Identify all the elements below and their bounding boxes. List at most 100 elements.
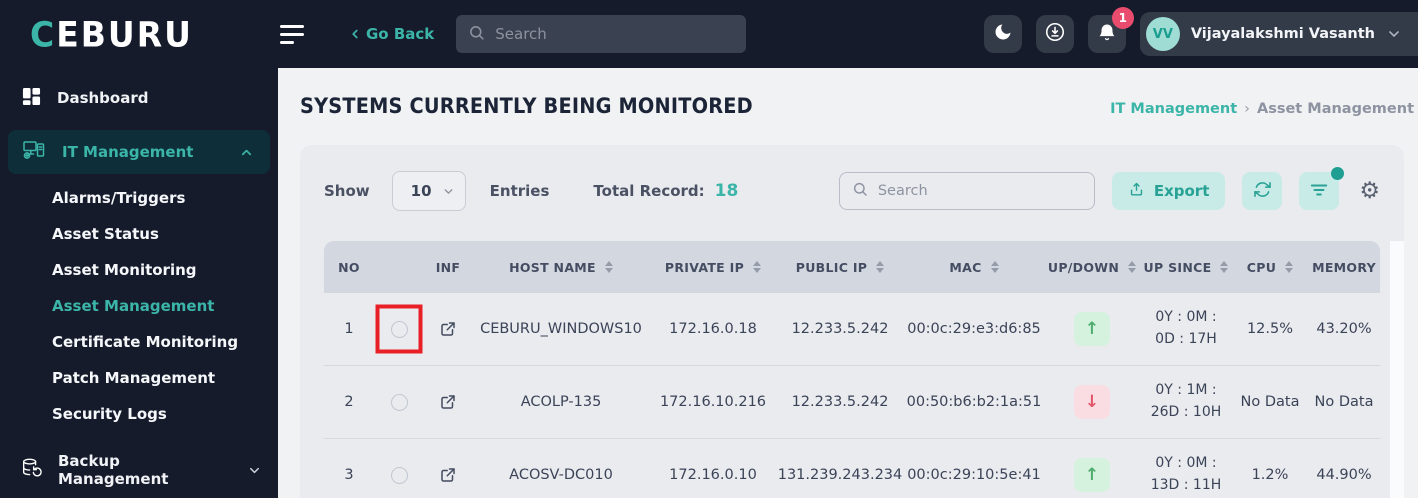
sort-icon[interactable]: [604, 261, 613, 273]
row-radio-button[interactable]: [390, 320, 408, 338]
entries-label: Entries: [489, 182, 550, 200]
external-link-icon[interactable]: [439, 393, 457, 411]
settings-gear-icon[interactable]: ⚙: [1359, 177, 1380, 204]
column-header-up-since[interactable]: UP SINCE: [1140, 260, 1232, 275]
table-header-row: NO INF HOST NAME PRIVATE IP PUBLIC IP MA…: [324, 241, 1380, 293]
sidebar-group-it-management[interactable]: IT Management: [8, 130, 270, 174]
logo-rest: EBURU: [56, 13, 193, 55]
column-header-cpu[interactable]: CPU: [1232, 260, 1308, 275]
sidebar-item-patch-management[interactable]: Patch Management: [0, 360, 278, 396]
topbar-actions: 1 VV Vijayalakshmi Vasanth: [983, 7, 1418, 56]
show-label: Show: [324, 182, 370, 200]
sub-item-label: Asset Monitoring: [52, 261, 197, 279]
cell-private-ip: 172.16.10.216: [659, 394, 767, 410]
row-radio-button[interactable]: [390, 466, 408, 484]
cell-mac: 00:0c:29:10:5e:41: [907, 467, 1041, 483]
chevron-left-icon: [348, 27, 362, 41]
topbar: CEBURU Go Back 1 VV Vijayalakshmi Vasant…: [0, 0, 1418, 68]
table-row: 1 CEBURU_WINDOWS10 172.16.0.18 12.233.5.…: [324, 293, 1380, 366]
page-size-value: 10: [410, 182, 432, 200]
filter-button[interactable]: [1299, 167, 1345, 210]
external-link-icon[interactable]: [439, 466, 457, 484]
notifications-button[interactable]: 1: [1087, 7, 1134, 53]
cell-no: 2: [344, 394, 354, 410]
filter-icon: [1310, 182, 1328, 201]
cell-host-name: ACOLP-135: [520, 394, 602, 410]
column-header-private-ip[interactable]: PRIVATE IP: [650, 260, 776, 275]
sort-icon[interactable]: [876, 261, 885, 273]
column-header-public-ip[interactable]: PUBLIC IP: [776, 260, 904, 275]
sort-icon[interactable]: [1285, 261, 1294, 273]
column-header-host-name[interactable]: HOST NAME: [472, 260, 650, 275]
sidebar-item-alarms-triggers[interactable]: Alarms/Triggers: [0, 180, 278, 216]
hamburger-menu-icon[interactable]: [280, 24, 306, 44]
sidebar-item-asset-monitoring[interactable]: Asset Monitoring: [0, 252, 278, 288]
it-management-submenu: Alarms/Triggers Asset Status Asset Monit…: [0, 180, 278, 432]
go-back-link[interactable]: Go Back: [348, 25, 434, 43]
bell-icon: [1097, 22, 1117, 46]
external-link-icon[interactable]: [439, 320, 457, 338]
sidebar-item-security-logs[interactable]: Security Logs: [0, 396, 278, 432]
user-menu[interactable]: VV Vijayalakshmi Vasanth: [1139, 12, 1418, 56]
column-header-up-down[interactable]: UP/DOWN: [1044, 260, 1140, 275]
column-header-no: NO: [338, 259, 360, 275]
cell-cpu: 1.2%: [1251, 467, 1289, 483]
sort-icon[interactable]: [1128, 261, 1137, 273]
sidebar-partial-icon: [0, 494, 278, 498]
cell-no: 1: [344, 321, 354, 337]
sub-item-label: Asset Status: [52, 225, 159, 243]
column-header-inf: INF: [435, 259, 461, 275]
cell-mac: 00:0c:29:e3:d6:85: [907, 321, 1041, 337]
sort-icon[interactable]: [1220, 261, 1229, 273]
table-controls: Show 10 Entries Total Record: 18 Export: [324, 167, 1380, 211]
status-down-arrow-icon: ↓: [1074, 385, 1110, 419]
chevron-up-icon[interactable]: [239, 145, 254, 160]
sidebar-group-label: Backup Management: [58, 452, 169, 488]
upload-icon: [1128, 181, 1145, 202]
export-button[interactable]: Export: [1111, 172, 1226, 210]
download-circle-icon: [1044, 21, 1066, 47]
cell-private-ip: 172.16.0.18: [669, 321, 757, 337]
sidebar: Dashboard IT Management Alarms/Triggers …: [0, 68, 278, 498]
table-scrollbar-track[interactable]: [1390, 241, 1404, 498]
cell-select: [374, 293, 424, 365]
sidebar-item-certificate-monitoring[interactable]: Certificate Monitoring: [0, 324, 278, 360]
cell-public-ip: 12.233.5.242: [791, 394, 889, 410]
sidebar-group-backup-management[interactable]: Backup Management: [0, 448, 278, 492]
it-management-icon: [22, 138, 46, 166]
sidebar-item-dashboard[interactable]: Dashboard: [0, 76, 278, 120]
table-search-input[interactable]: [877, 183, 1082, 199]
ceburu-logo: CEBURU: [30, 14, 262, 55]
logo-accent-letter: C: [30, 13, 57, 55]
sidebar-item-asset-status[interactable]: Asset Status: [0, 216, 278, 252]
sidebar-item-asset-management[interactable]: Asset Management: [0, 288, 278, 324]
cell-cpu: No Data: [1240, 394, 1300, 410]
chevron-down-icon[interactable]: [247, 463, 262, 478]
cell-memory: 43.20%: [1316, 321, 1372, 337]
breadcrumb-current: Asset Management: [1256, 101, 1414, 117]
download-button[interactable]: [1035, 15, 1074, 53]
notification-badge: 1: [1111, 7, 1134, 29]
refresh-button[interactable]: [1242, 172, 1283, 210]
cell-public-ip: 131.239.243.234: [777, 467, 903, 483]
cell-select: [374, 439, 424, 498]
page-size-select[interactable]: 10: [391, 171, 466, 211]
dark-mode-button[interactable]: [983, 15, 1022, 53]
chevron-down-icon: [1386, 26, 1402, 42]
cell-inf: [424, 439, 472, 498]
user-name: Vijayalakshmi Vasanth: [1190, 26, 1375, 42]
sort-icon[interactable]: [753, 261, 762, 273]
filter-active-dot: [1331, 167, 1345, 180]
topbar-search-input[interactable]: [495, 25, 735, 43]
export-label: Export: [1153, 182, 1210, 200]
cell-cpu: 12.5%: [1246, 321, 1294, 337]
cell-no: 3: [344, 467, 354, 483]
sort-icon[interactable]: [990, 261, 999, 273]
breadcrumb-parent[interactable]: IT Management: [1110, 101, 1238, 117]
column-header-mac[interactable]: MAC: [904, 260, 1044, 275]
row-radio-button[interactable]: [390, 393, 408, 411]
cell-inf: [424, 293, 472, 365]
column-header-memory: MEMORY: [1312, 259, 1376, 275]
go-back-label: Go Back: [366, 25, 435, 43]
cell-up-since: 0Y : 0M :13D : 11H: [1150, 455, 1222, 493]
